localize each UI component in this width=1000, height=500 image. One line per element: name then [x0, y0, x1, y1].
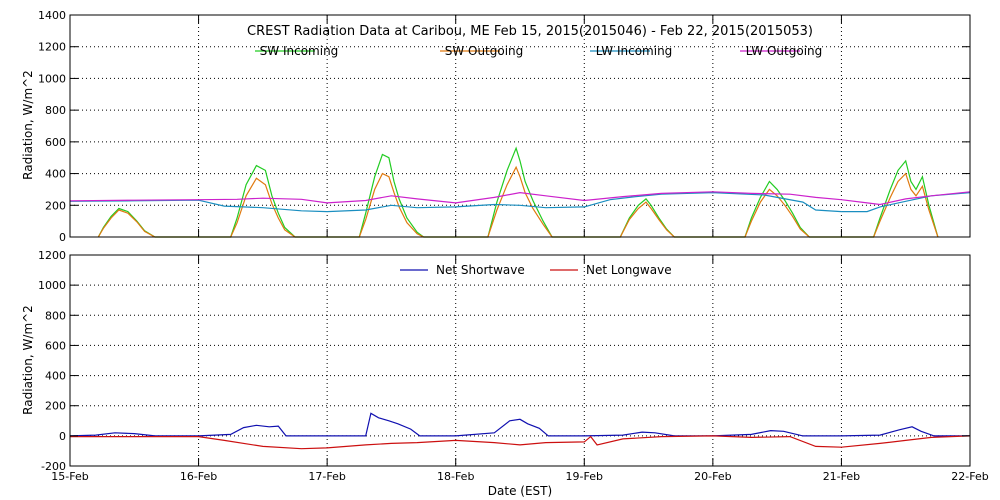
legend-label: SW Outgoing: [445, 44, 524, 58]
y-tick-label: 1000: [38, 72, 66, 85]
y-tick-label: 800: [45, 309, 66, 322]
bottom-x-ticks: 15-Feb 16-Feb 17-Feb 18-Feb 19-Feb 20-Feb 21-F…: [51, 255, 989, 483]
incoming-outgoing-panel: 0 200 400 600 800 1000 1200 1400 CREST Radiatio…: [21, 9, 971, 244]
y-tick-label: 1000: [38, 279, 66, 292]
x-tick-label: 20-Feb: [694, 470, 731, 483]
top-legend: SW Incoming SW Outgoing LW Incoming LW Outg…: [255, 44, 822, 58]
legend-label: LW Incoming: [596, 44, 673, 58]
x-tick-label: 16-Feb: [180, 470, 217, 483]
x-tick-label: 15-Feb: [51, 470, 88, 483]
x-axis-label: Date (EST): [488, 484, 552, 498]
series-line-lw-incoming: [69, 191, 971, 213]
x-tick-label: 19-Feb: [566, 470, 603, 483]
y-tick-label: 1200: [38, 41, 66, 54]
x-tick-label: 21-Feb: [823, 470, 860, 483]
y-tick-label: 800: [45, 104, 66, 117]
net-radiation-panel: -200 0 200 400 600 800 1000 1200 15-Feb 16-Feb 17…: [21, 249, 989, 483]
series-line-sw-outgoing: [97, 165, 939, 238]
top-x-ticks: [69, 15, 971, 237]
y-tick-label: -200: [41, 460, 66, 473]
y-tick-label: 200: [45, 400, 66, 413]
series-line-net-shortwave: [69, 412, 970, 437]
y-tick-label: 0: [59, 231, 66, 244]
y-tick-label: 400: [45, 168, 66, 181]
legend-label: SW Incoming: [260, 44, 339, 58]
x-tick-label: 22-Feb: [951, 470, 988, 483]
y-tick-label: 600: [45, 339, 66, 352]
top-series-lines: [69, 146, 971, 238]
top-plot-frame: [69, 14, 971, 238]
y-tick-label: 400: [45, 370, 66, 383]
top-y-ticks: 0 200 400 600 800 1000 1200 1400: [38, 9, 970, 244]
series-line-net-longwave: [70, 435, 971, 450]
legend-label: LW Outgoing: [746, 44, 823, 58]
chart-title: CREST Radiation Data at Caribou, ME Feb …: [247, 24, 813, 39]
bottom-y-axis-label: Radiation, W/m^2: [21, 305, 35, 415]
legend-label: Net Longwave: [586, 263, 672, 277]
x-tick-label: 17-Feb: [308, 470, 345, 483]
series-line-lw-outgoing: [69, 191, 971, 206]
y-tick-label: 1200: [38, 249, 66, 262]
bottom-y-ticks: -200 0 200 400 600 800 1000 1200: [38, 249, 970, 473]
x-tick-label: 18-Feb: [437, 470, 474, 483]
y-tick-label: 0: [59, 430, 66, 443]
legend-label: Net Shortwave: [436, 263, 525, 277]
bottom-legend: Net Shortwave Net Longwave: [400, 263, 672, 277]
y-tick-label: 1400: [38, 9, 66, 22]
y-tick-label: 600: [45, 136, 66, 149]
top-y-axis-label: Radiation, W/m^2: [21, 70, 35, 180]
bottom-plot-frame: [69, 254, 971, 467]
y-tick-label: 200: [45, 199, 66, 212]
bottom-series-lines: [69, 412, 971, 450]
